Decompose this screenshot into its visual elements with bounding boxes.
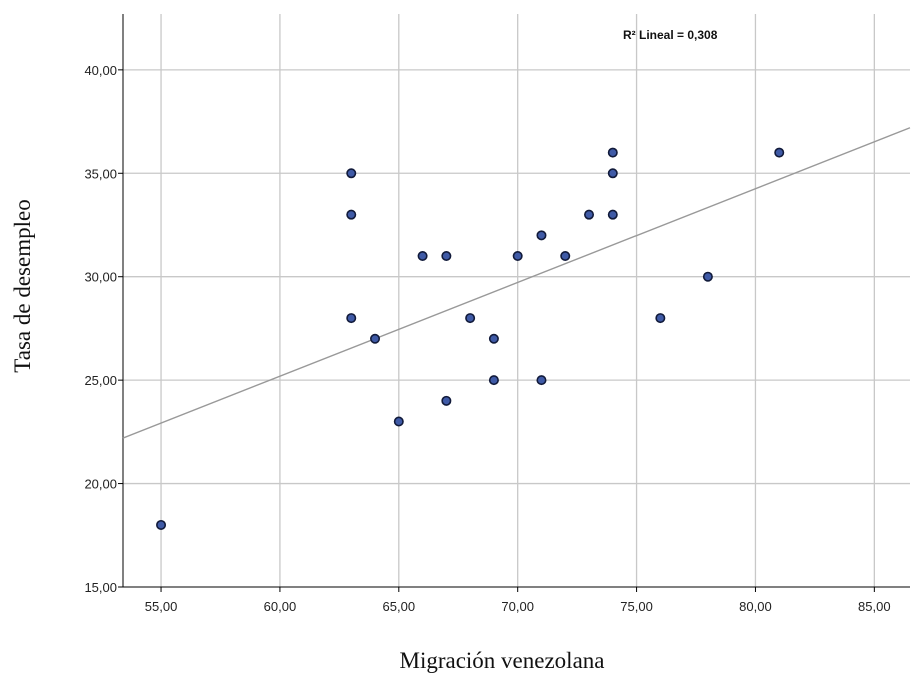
- scatter-point: [346, 209, 357, 220]
- scatter-point: [156, 519, 167, 530]
- x-tick-label: 65,00: [383, 599, 416, 614]
- y-tick-label: 15,00: [84, 580, 117, 595]
- scatter-point: [607, 168, 618, 179]
- tick-labels: 55,00 60,00 65,00 70,00 75,00 80,00 85,00 15,00…: [84, 63, 890, 614]
- scatter-point: [346, 168, 357, 179]
- y-tick-label: 35,00: [84, 166, 117, 181]
- x-tick-label: 60,00: [264, 599, 297, 614]
- y-tick-label: 40,00: [84, 63, 117, 78]
- scatter-point: [584, 209, 595, 220]
- x-tick-label: 75,00: [620, 599, 653, 614]
- scatter-point: [488, 333, 499, 344]
- scatter-point: [536, 375, 547, 386]
- scatter-point: [655, 313, 666, 324]
- linear-fit-line: [122, 127, 911, 439]
- x-tick-label: 70,00: [501, 599, 534, 614]
- y-tick-label: 25,00: [84, 373, 117, 388]
- scatter-point: [702, 271, 713, 282]
- scatter-point: [441, 251, 452, 262]
- scatter-point: [441, 395, 452, 406]
- scatter-point: [560, 251, 571, 262]
- scatter-point: [393, 416, 404, 427]
- x-tick-label: 55,00: [145, 599, 178, 614]
- scatter-point: [774, 147, 785, 158]
- scatter-point: [536, 230, 547, 241]
- scatter-point: [607, 209, 618, 220]
- scatter-point: [512, 251, 523, 262]
- r-squared-annotation: R² Lineal = 0,308: [623, 28, 718, 42]
- fit-line-layer: [122, 127, 911, 439]
- scatter-point: [607, 147, 618, 158]
- scatter-point: [488, 375, 499, 386]
- y-tick-label: 30,00: [84, 270, 117, 285]
- y-axis-title: Tasa de desempleo: [10, 199, 35, 372]
- scatter-point: [346, 313, 357, 324]
- scatter-point: [465, 313, 476, 324]
- scatter-point: [370, 333, 381, 344]
- gridlines: [123, 14, 910, 587]
- axes: [118, 14, 910, 592]
- y-tick-label: 20,00: [84, 477, 117, 492]
- x-tick-label: 80,00: [739, 599, 772, 614]
- x-axis-title: Migración venezolana: [400, 648, 605, 673]
- x-tick-label: 85,00: [858, 599, 891, 614]
- data-points: [156, 147, 785, 530]
- scatter-point: [417, 251, 428, 262]
